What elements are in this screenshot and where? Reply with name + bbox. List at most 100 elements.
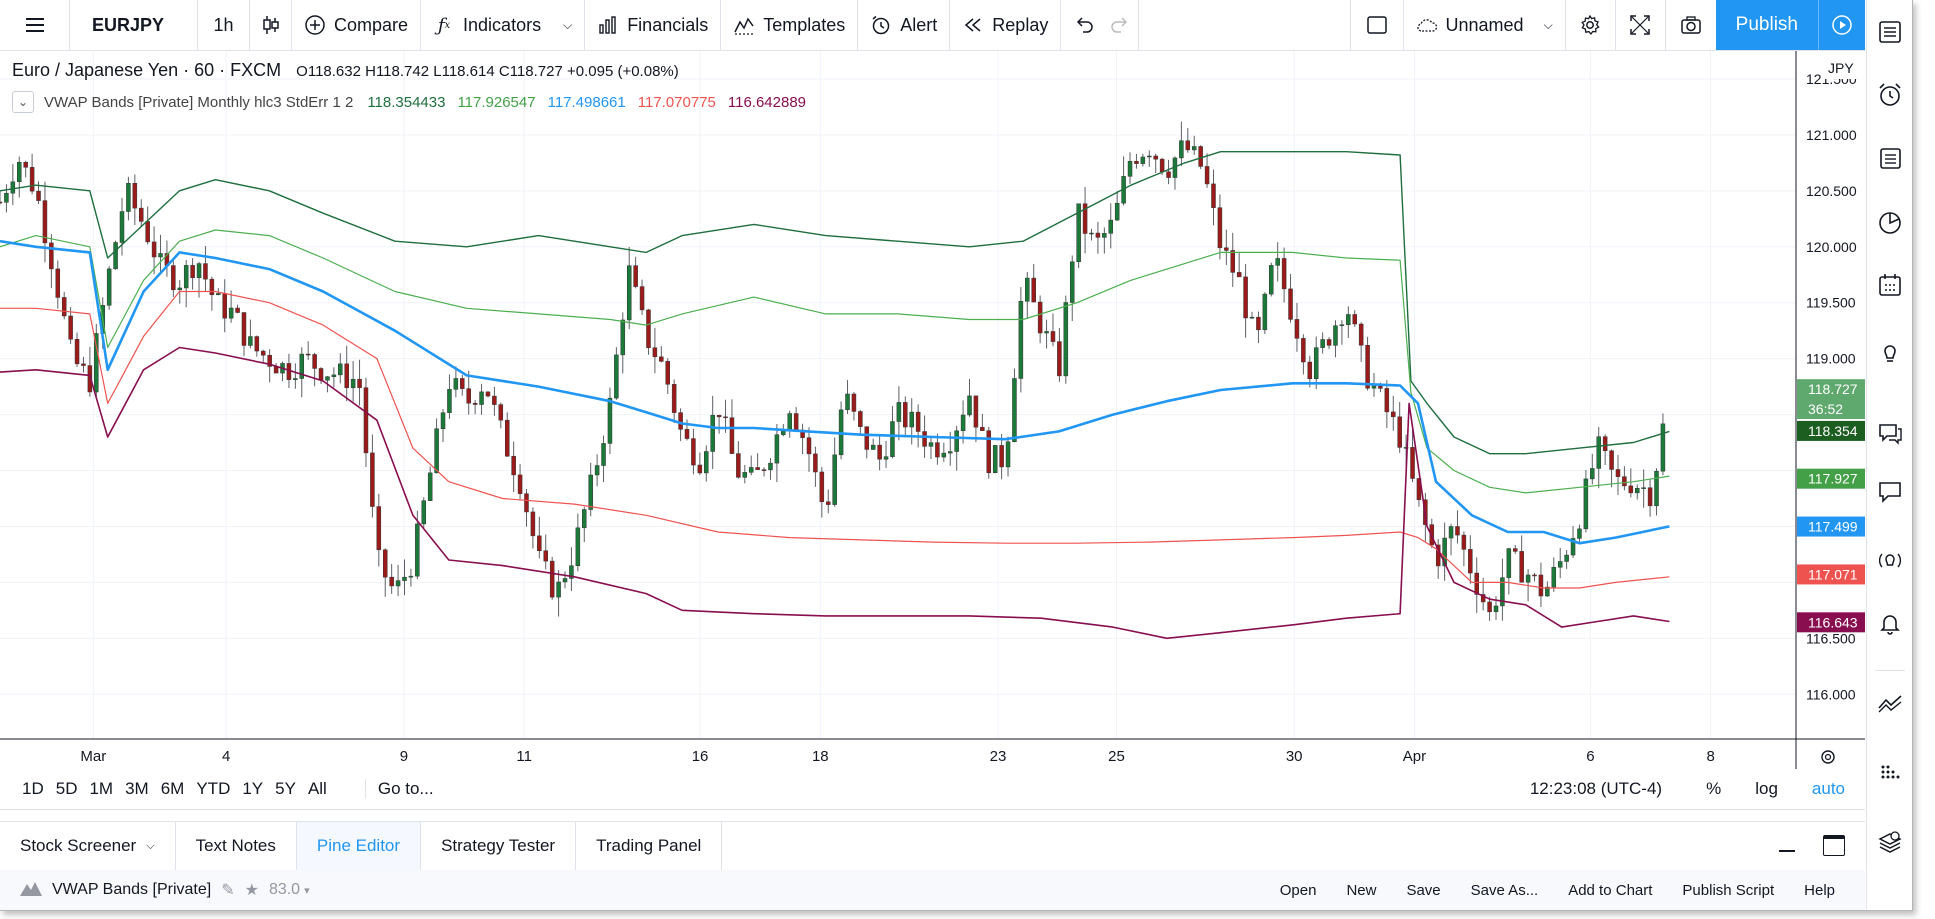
tab-trading-panel[interactable]: Trading Panel — [576, 822, 723, 870]
tab-strategy-tester[interactable]: Strategy Tester — [421, 822, 577, 870]
fullscreen-icon — [1629, 14, 1651, 36]
candle-up — [183, 265, 189, 289]
range-5y[interactable]: 5Y — [275, 779, 296, 798]
order-panel-button[interactable] — [1875, 688, 1905, 718]
publish-play-button[interactable] — [1818, 0, 1865, 50]
candle-down — [1378, 385, 1383, 389]
watchlist-button[interactable] — [1875, 17, 1905, 47]
account-button[interactable] — [1875, 828, 1905, 858]
pine-script-name[interactable]: VWAP Bands [Private] — [52, 881, 212, 898]
publish-button[interactable]: Publish — [1715, 0, 1818, 50]
candle-up — [1127, 160, 1133, 177]
axis-settings-gear-icon[interactable] — [1821, 750, 1835, 764]
candle-up — [941, 452, 947, 458]
range-ytd[interactable]: YTD — [196, 779, 231, 798]
star-icon[interactable]: ★ — [244, 882, 259, 899]
range-all[interactable]: All — [307, 779, 327, 798]
clock[interactable]: 12:23:08 (UTC-4) — [1529, 779, 1663, 798]
tab-text-notes[interactable]: Text Notes — [176, 822, 297, 870]
redo-icon[interactable] — [1109, 14, 1131, 36]
candle-up — [562, 578, 568, 583]
goto-button[interactable]: Go to... — [364, 779, 434, 799]
chart-style-button[interactable] — [250, 0, 292, 50]
candle-down — [806, 437, 812, 455]
candle-up — [228, 307, 234, 319]
menu-button[interactable] — [0, 0, 70, 50]
candle-down — [312, 354, 317, 369]
chart-pane[interactable]: 121.500121.000120.500120.000119.500119.0… — [0, 51, 1865, 769]
percent-toggle[interactable]: % — [1706, 779, 1722, 798]
undo-icon[interactable] — [1073, 14, 1095, 36]
candle-down — [1609, 450, 1614, 470]
ideas-stream-button[interactable] — [1875, 546, 1905, 576]
pine-save-button[interactable]: Save — [1406, 881, 1441, 899]
settings-button[interactable] — [1566, 0, 1616, 50]
symbol-search-button[interactable]: EURJPY — [70, 0, 198, 50]
alerts-button[interactable] — [1875, 80, 1905, 110]
collapse-legend-button[interactable]: ⌄ — [12, 91, 34, 113]
candle-up — [909, 411, 914, 428]
data-window-button[interactable] — [1875, 143, 1905, 173]
candle-up — [395, 580, 401, 587]
candle-down — [659, 356, 664, 362]
maximize-panel-button[interactable] — [1823, 835, 1845, 861]
calendar-button[interactable] — [1875, 270, 1905, 300]
range-1y[interactable]: 1Y — [242, 779, 264, 798]
pine-help-button[interactable]: Help — [1804, 881, 1835, 899]
range-5d[interactable]: 5D — [55, 779, 78, 798]
candle-down — [633, 265, 638, 287]
hotlists-button[interactable] — [1875, 208, 1905, 238]
price-tick-label: 119.000 — [1806, 351, 1856, 367]
notifications-button[interactable] — [1875, 608, 1905, 638]
range-1d[interactable]: 1D — [22, 779, 44, 798]
candle-down — [1365, 345, 1370, 389]
pine-new-button[interactable]: New — [1346, 881, 1377, 899]
range-6m[interactable]: 6M — [160, 779, 185, 798]
tab-pine-editor[interactable]: Pine Editor — [296, 822, 422, 870]
financials-button[interactable]: Financials — [585, 0, 722, 50]
candle-up — [408, 575, 414, 578]
fullscreen-button[interactable] — [1616, 0, 1666, 50]
candles — [0, 121, 1666, 621]
compare-button[interactable]: Compare — [292, 0, 422, 50]
candle-down — [139, 207, 144, 222]
dom-button[interactable] — [1875, 757, 1905, 787]
candle-up — [1371, 385, 1377, 389]
candle-down — [1384, 388, 1390, 413]
snapshot-button[interactable] — [1666, 0, 1716, 50]
alert-button[interactable]: Alert — [858, 0, 951, 50]
minimize-panel-button[interactable] — [1779, 836, 1795, 857]
chats-button[interactable] — [1875, 418, 1905, 448]
tab-stock-screener[interactable]: Stock Screener ⌵ — [0, 822, 176, 870]
chevron-down-icon: ⌵ — [1543, 17, 1553, 32]
range-3m[interactable]: 3M — [125, 779, 149, 798]
pine-version[interactable]: 83.0 — [268, 881, 301, 898]
range-1m[interactable]: 1M — [89, 779, 114, 798]
candle-up — [1069, 261, 1075, 303]
candle-down — [29, 167, 35, 192]
candle-up — [1313, 347, 1319, 379]
interval-button[interactable]: 1h — [198, 0, 250, 50]
price-chart[interactable]: 121.500121.000120.500120.000119.500119.0… — [0, 51, 1865, 769]
private-chats-button[interactable] — [1875, 476, 1905, 506]
alarm-clock-icon — [870, 14, 892, 36]
ideas-button[interactable] — [1875, 338, 1905, 368]
replay-button[interactable]: Replay — [950, 0, 1062, 50]
log-toggle[interactable]: log — [1755, 779, 1778, 798]
tab-pine-editor-label: Pine Editor — [316, 836, 401, 855]
indicator-value-4: 117.070775 — [637, 93, 716, 111]
layout-button[interactable] — [1349, 0, 1404, 50]
pine-add-to-chart-button[interactable]: Add to Chart — [1568, 881, 1653, 899]
pine-save-as-button[interactable]: Save As... — [1470, 881, 1539, 899]
candle-down — [1358, 323, 1364, 346]
candle-up — [1025, 277, 1030, 302]
pine-publish-script-button[interactable]: Publish Script — [1682, 881, 1775, 899]
templates-button[interactable]: Templates — [721, 0, 859, 50]
save-layout-button[interactable]: Unnamed ⌵ — [1404, 0, 1566, 50]
auto-toggle[interactable]: auto — [1811, 779, 1845, 798]
price-label-bg — [1797, 516, 1865, 537]
pencil-icon[interactable]: ✎ — [221, 882, 235, 899]
candle-up — [626, 265, 632, 321]
pine-open-button[interactable]: Open — [1279, 881, 1317, 899]
